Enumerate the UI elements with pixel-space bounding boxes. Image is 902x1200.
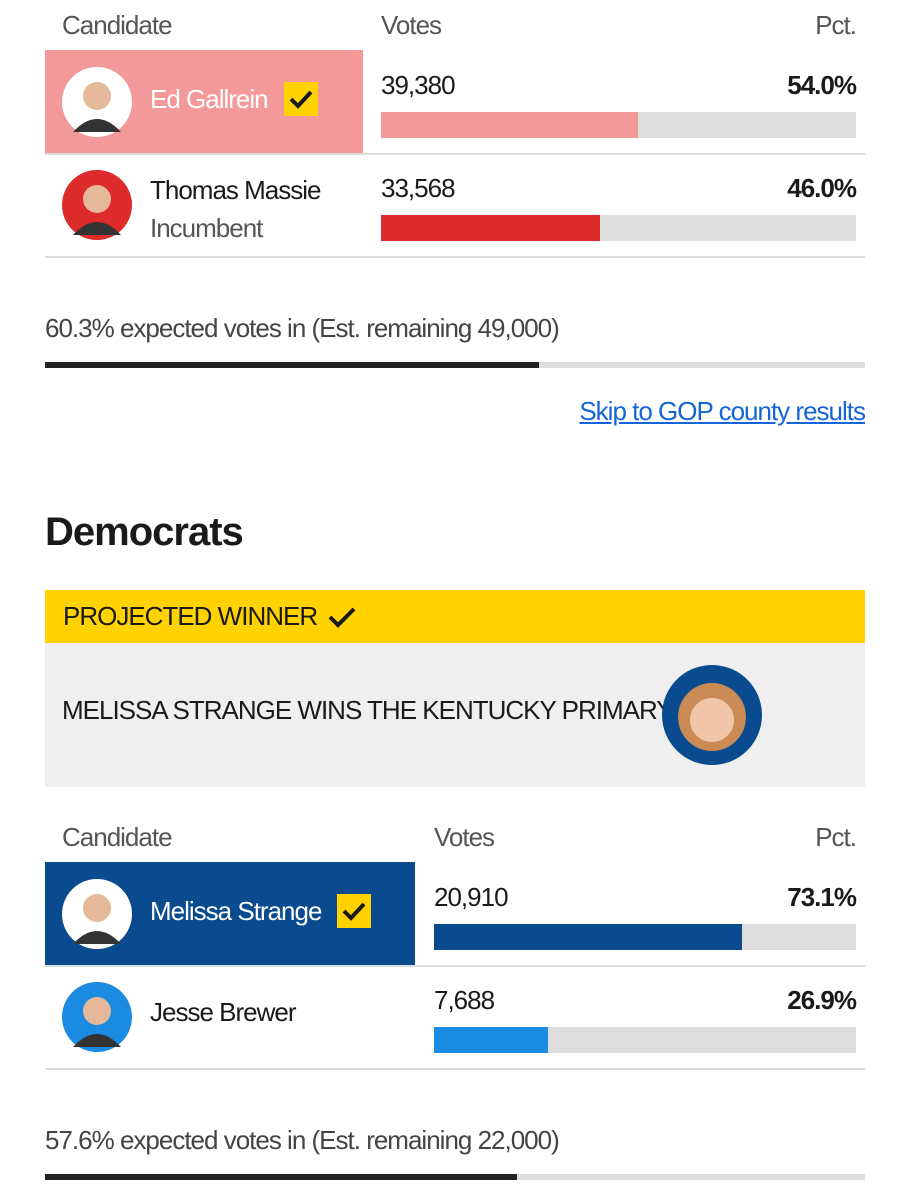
bar <box>381 215 600 241</box>
pct: 73.1% <box>787 882 857 912</box>
avatar <box>62 170 132 240</box>
row-divider <box>45 256 865 258</box>
reporting-bar <box>45 1174 518 1180</box>
row-divider <box>45 153 865 155</box>
votes: 7,688 <box>434 985 495 1015</box>
county-link[interactable]: Skip to GOP county results <box>579 396 866 427</box>
name: Ed Gallrein <box>150 83 269 114</box>
header-votes: Votes <box>381 10 442 40</box>
winner-check <box>337 894 372 928</box>
banner-label: PROJECTED WINNER <box>63 601 318 631</box>
avatar <box>62 67 132 137</box>
candidate-name: Jesse Brewer <box>150 997 296 1028</box>
votes: 33,568 <box>381 173 456 203</box>
banner: PROJECTED WINNER <box>45 590 865 643</box>
avatar <box>62 982 132 1052</box>
banner-headline: MELISSA STRANGE WINS THE KENTUCKY PRIMAR… <box>62 695 674 725</box>
link[interactable]: Skip to GOP county results <box>579 396 866 426</box>
pct: 46.0% <box>787 173 857 203</box>
votes: 20,910 <box>434 882 509 912</box>
heading: Democrats <box>45 510 244 554</box>
header-pct: Pct. <box>815 822 857 852</box>
winner-check <box>283 82 318 116</box>
check-icon <box>328 607 356 628</box>
header-candidate: Candidate <box>62 822 173 852</box>
pct: 54.0% <box>787 70 857 100</box>
candidate-name: Thomas Massie <box>150 175 321 206</box>
row-divider <box>45 965 865 967</box>
candidate-name: Melissa Strange <box>150 894 372 928</box>
name: Jesse Brewer <box>150 997 296 1027</box>
banner-body: MELISSA STRANGE WINS THE KENTUCKY PRIMAR… <box>45 643 865 787</box>
name: Melissa Strange <box>150 895 322 926</box>
candidate-name: Ed Gallrein <box>150 82 318 116</box>
bar <box>434 1027 548 1053</box>
row-divider <box>45 1068 865 1070</box>
header-candidate: Candidate <box>62 10 173 40</box>
header-votes: Votes <box>434 822 495 852</box>
bar <box>381 112 638 138</box>
avatar <box>62 879 132 949</box>
bar <box>434 924 743 950</box>
header-pct: Pct. <box>815 10 857 40</box>
winner-photo <box>662 665 762 765</box>
reporting-text: 57.6% expected votes in (Est. remaining … <box>45 1125 560 1155</box>
reporting-bar <box>45 362 540 368</box>
reporting-text: 60.3% expected votes in (Est. remaining … <box>45 313 560 343</box>
name: Thomas Massie <box>150 175 321 205</box>
pct: 26.9% <box>787 985 857 1015</box>
candidate-note: Incumbent <box>150 213 263 243</box>
votes: 39,380 <box>381 70 456 100</box>
